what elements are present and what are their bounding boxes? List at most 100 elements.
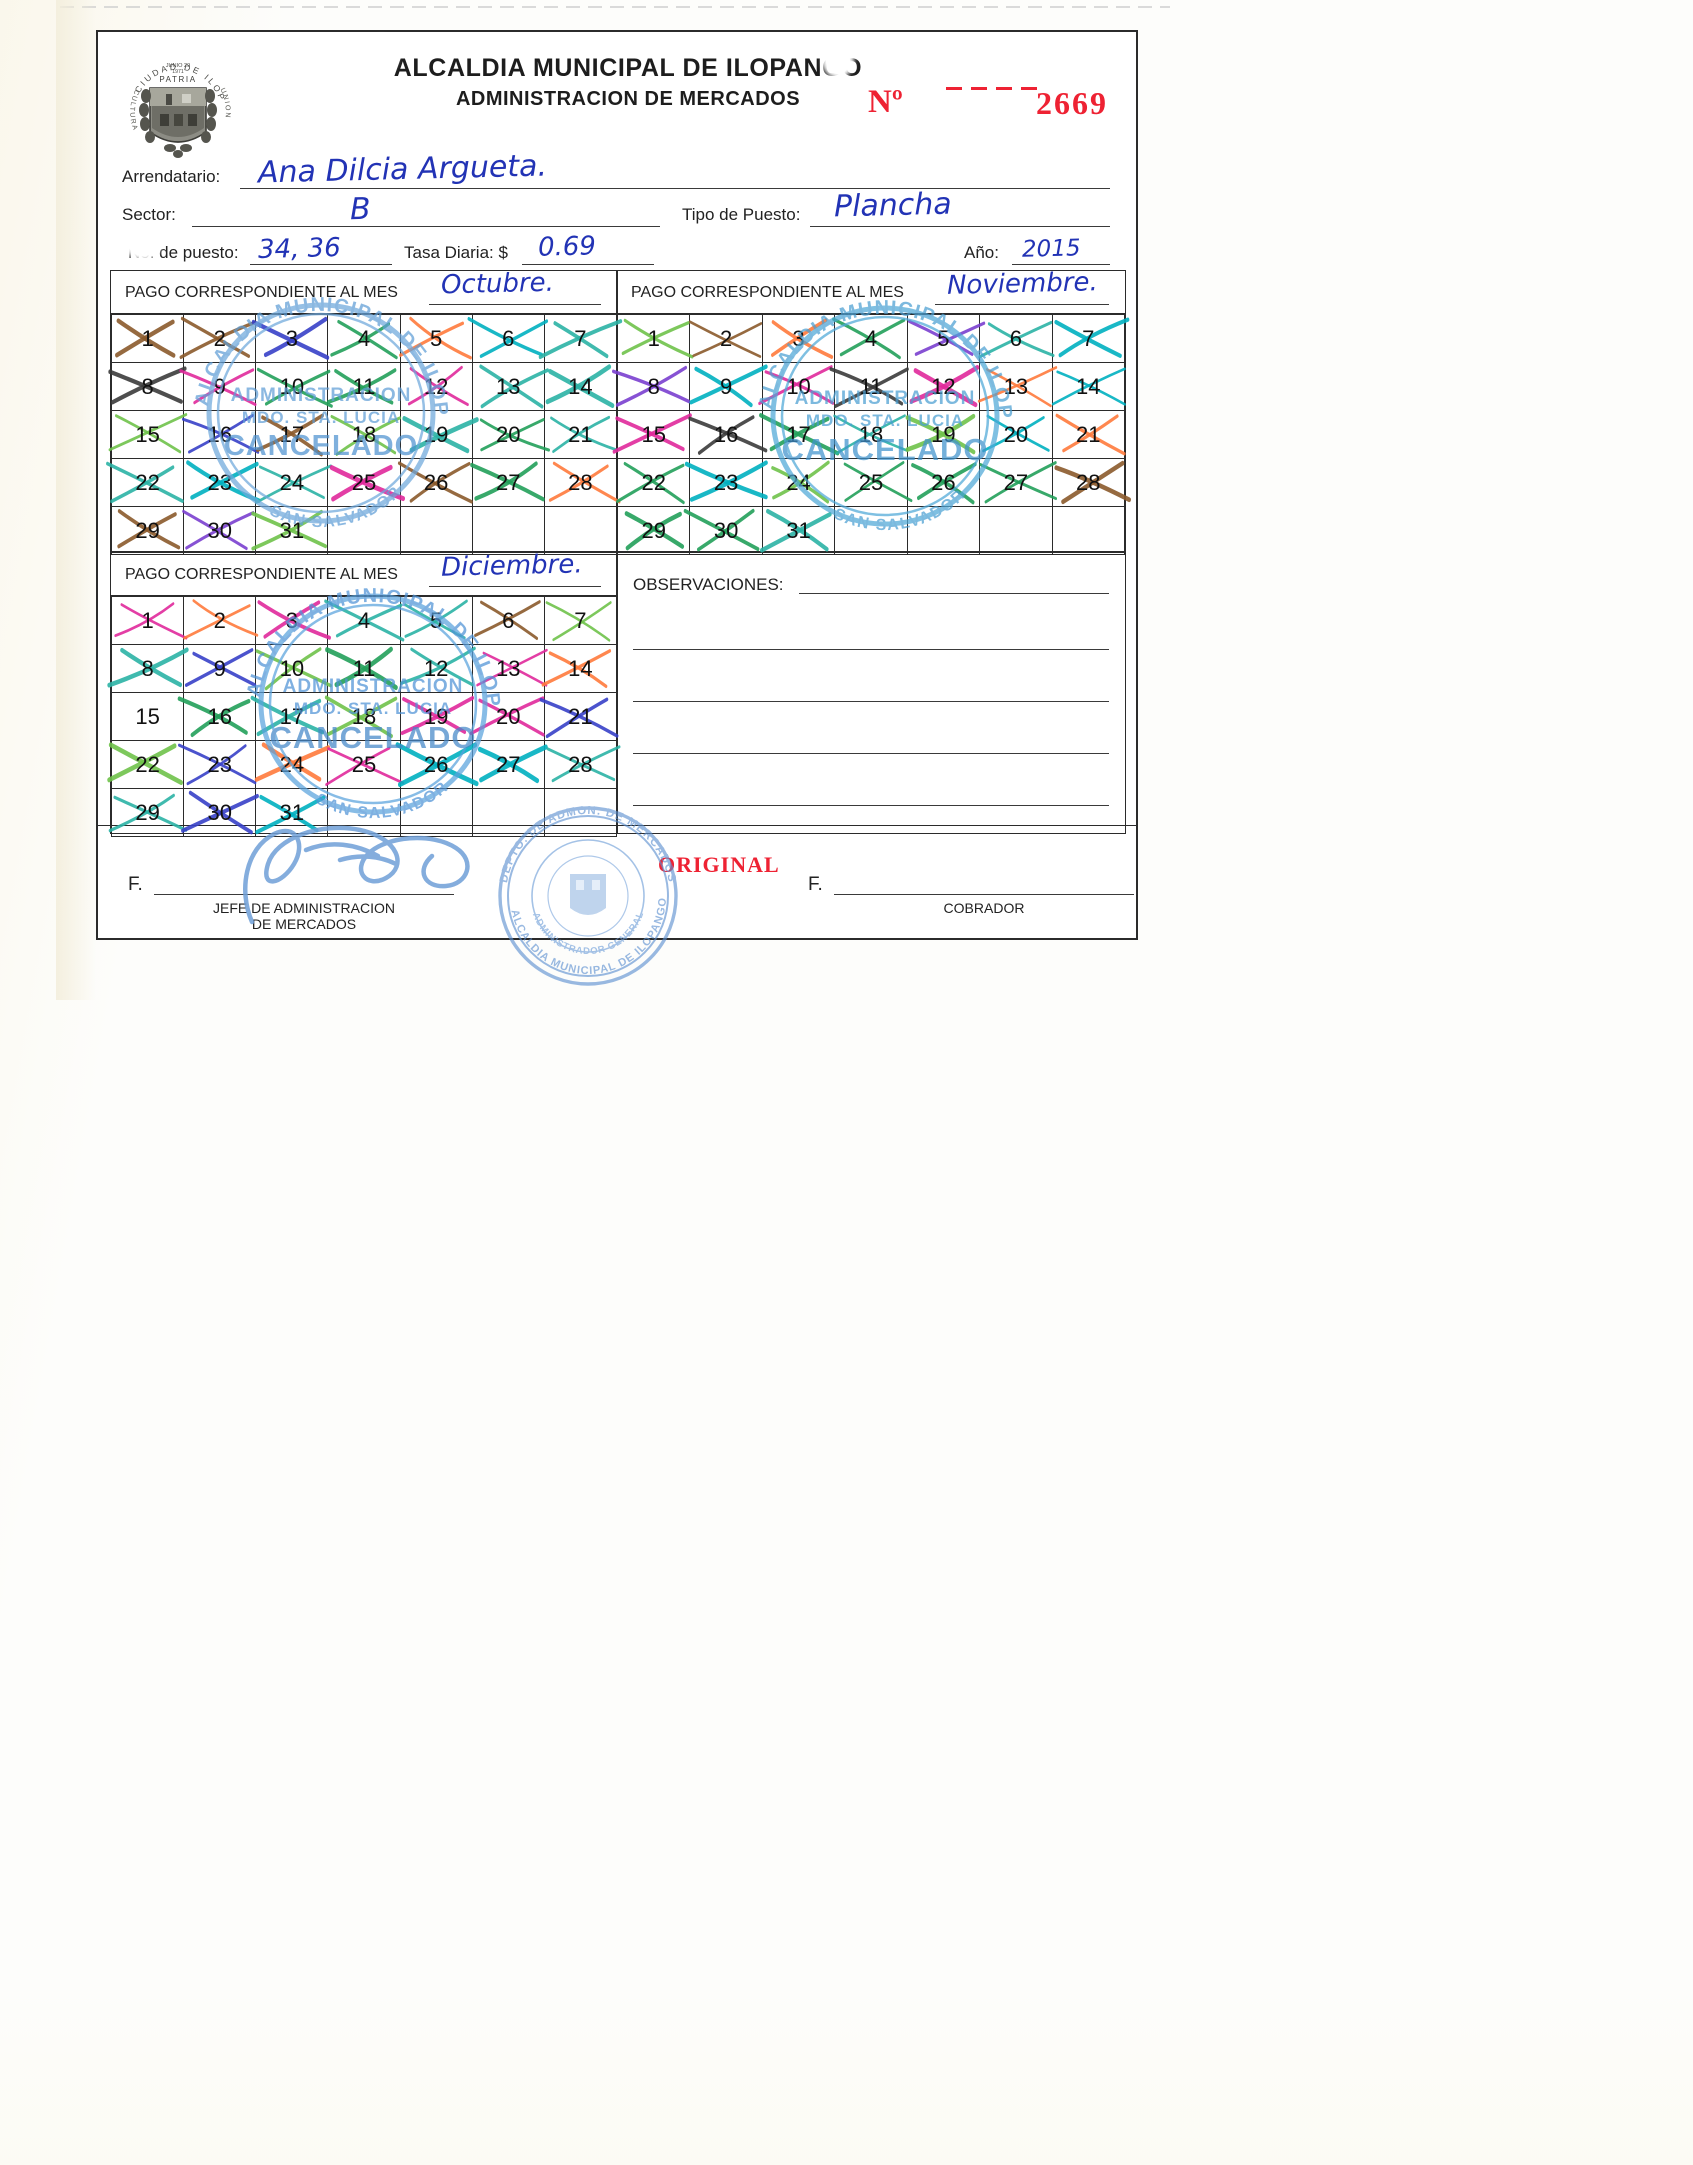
day-cell-9[interactable]: 9 (179, 362, 257, 411)
observaciones-line-4[interactable] (633, 753, 1109, 754)
day-cell-27[interactable]: 27 (471, 740, 548, 789)
day-cell-29[interactable]: 29 (616, 506, 691, 555)
day-cell-28[interactable]: 28 (1051, 458, 1131, 507)
day-cell-15[interactable]: 15 (108, 410, 188, 459)
day-cell-31[interactable]: 31 (759, 506, 836, 555)
day-cell-20[interactable]: 20 (979, 410, 1053, 459)
day-cell-29[interactable]: 29 (108, 788, 188, 837)
day-cell-24[interactable]: 24 (255, 740, 331, 789)
day-cell-12[interactable]: 12 (399, 362, 473, 411)
day-cell-5[interactable]: 5 (398, 314, 473, 363)
day-cell-26[interactable]: 26 (906, 458, 981, 507)
day-cell-27[interactable]: 27 (979, 458, 1058, 507)
day-cell-26[interactable]: 26 (395, 740, 479, 789)
day-cell-11[interactable]: 11 (829, 362, 910, 411)
day-cell-14[interactable]: 14 (541, 644, 618, 693)
observaciones-line-5[interactable] (633, 805, 1109, 806)
day-cell-7[interactable]: 7 (538, 314, 623, 363)
day-cell-17[interactable]: 17 (250, 692, 329, 741)
day-cell-16[interactable]: 16 (182, 410, 260, 459)
day-cell-1[interactable]: 1 (110, 314, 185, 363)
day-cell-3[interactable]: 3 (761, 314, 836, 363)
day-cell-18[interactable]: 18 (327, 410, 402, 459)
day-cell-23[interactable]: 23 (183, 458, 261, 507)
noviembre-month-rule (935, 304, 1109, 305)
day-cell-10[interactable]: 10 (255, 644, 333, 693)
observaciones-line-3[interactable] (633, 701, 1109, 702)
day-cell-24[interactable]: 24 (255, 458, 333, 507)
day-cell-22[interactable]: 22 (107, 740, 185, 789)
day-cell-16[interactable]: 16 (688, 410, 768, 459)
day-cell-31[interactable]: 31 (251, 506, 329, 555)
day-cell-16[interactable]: 16 (177, 692, 257, 741)
day-cell-10[interactable]: 10 (758, 362, 836, 411)
day-cell-15[interactable]: 15 (110, 692, 185, 741)
day-cell-11[interactable]: 11 (327, 362, 401, 411)
day-cell-2[interactable]: 2 (183, 596, 259, 645)
day-cell-11[interactable]: 11 (325, 644, 401, 693)
day-cell-1[interactable]: 1 (616, 314, 694, 363)
day-cell-7[interactable]: 7 (543, 596, 618, 645)
day-cell-27[interactable]: 27 (469, 458, 545, 507)
day-cell-28[interactable]: 28 (543, 458, 621, 507)
day-cell-26[interactable]: 26 (397, 458, 473, 507)
day-cell-3[interactable]: 3 (252, 314, 330, 363)
day-cell-8[interactable]: 8 (612, 362, 691, 411)
day-cell-19[interactable]: 19 (399, 692, 474, 741)
day-cell-22[interactable]: 22 (616, 458, 691, 507)
day-row: 15 16 17 18 19 20 21 (612, 410, 1126, 459)
day-cell-30[interactable]: 30 (684, 506, 763, 555)
day-cell-6[interactable]: 6 (471, 596, 545, 645)
day-cell-5[interactable]: 5 (399, 596, 473, 645)
day-cell-18[interactable]: 18 (325, 692, 401, 741)
day-cell-30[interactable]: 30 (182, 506, 257, 555)
day-cell-20[interactable]: 20 (469, 692, 545, 741)
cobrador-signature-line[interactable] (834, 894, 1134, 895)
observaciones-line-2[interactable] (633, 649, 1109, 650)
day-cell-2[interactable]: 2 (179, 314, 257, 363)
day-cell-17[interactable]: 17 (758, 410, 840, 459)
day-cell-2[interactable]: 2 (689, 314, 763, 363)
day-cell-8[interactable]: 8 (107, 644, 189, 693)
day-cell-1[interactable]: 1 (110, 596, 188, 645)
day-cell-9[interactable]: 9 (689, 362, 769, 411)
day-cell-4[interactable]: 4 (832, 314, 908, 363)
day-cell-24[interactable]: 24 (761, 458, 836, 507)
day-cell-19[interactable]: 19 (399, 410, 479, 459)
day-cell-6[interactable]: 6 (978, 314, 1055, 363)
day-cell-13[interactable]: 13 (977, 362, 1058, 411)
observaciones-line-1[interactable] (799, 593, 1109, 594)
day-cell-8[interactable]: 8 (108, 362, 187, 411)
day-cell-13[interactable]: 13 (471, 362, 549, 411)
day-cell-25[interactable]: 25 (327, 458, 406, 507)
day-cell-12[interactable]: 12 (906, 362, 981, 411)
day-cell-4[interactable]: 4 (324, 596, 405, 645)
day-cell-15[interactable]: 15 (612, 410, 692, 459)
day-cell-17[interactable]: 17 (255, 410, 329, 459)
day-cell-3[interactable]: 3 (255, 596, 332, 645)
day-cell-29[interactable]: 29 (110, 506, 185, 555)
day-cell-25[interactable]: 25 (834, 458, 913, 507)
jefe-signature-line[interactable] (154, 894, 454, 895)
day-cell-9[interactable]: 9 (183, 644, 257, 693)
day-cell-14[interactable]: 14 (1051, 362, 1126, 411)
day-cell-21[interactable]: 21 (543, 410, 618, 459)
day-cell-21[interactable]: 21 (1051, 410, 1126, 459)
day-cell-23[interactable]: 23 (685, 458, 769, 507)
day-cell-4[interactable]: 4 (327, 314, 401, 363)
day-cell-12[interactable]: 12 (399, 644, 476, 693)
day-cell-5[interactable]: 5 (906, 314, 985, 363)
day-cell-6[interactable]: 6 (467, 314, 548, 363)
day-cell-10[interactable]: 10 (255, 362, 334, 411)
day-cell-18[interactable]: 18 (833, 410, 908, 459)
day-cell-7[interactable]: 7 (1051, 314, 1129, 363)
day-cell-20[interactable]: 20 (471, 410, 550, 459)
day-cell-19[interactable]: 19 (905, 410, 981, 459)
day-cell-14[interactable]: 14 (543, 362, 618, 411)
day-cell-23[interactable]: 23 (178, 740, 257, 789)
day-cell-25[interactable]: 25 (325, 740, 405, 789)
day-cell-13[interactable]: 13 (471, 644, 548, 693)
day-cell-22[interactable]: 22 (106, 458, 185, 507)
day-cell-28[interactable]: 28 (543, 740, 621, 789)
day-cell-21[interactable]: 21 (539, 692, 619, 741)
